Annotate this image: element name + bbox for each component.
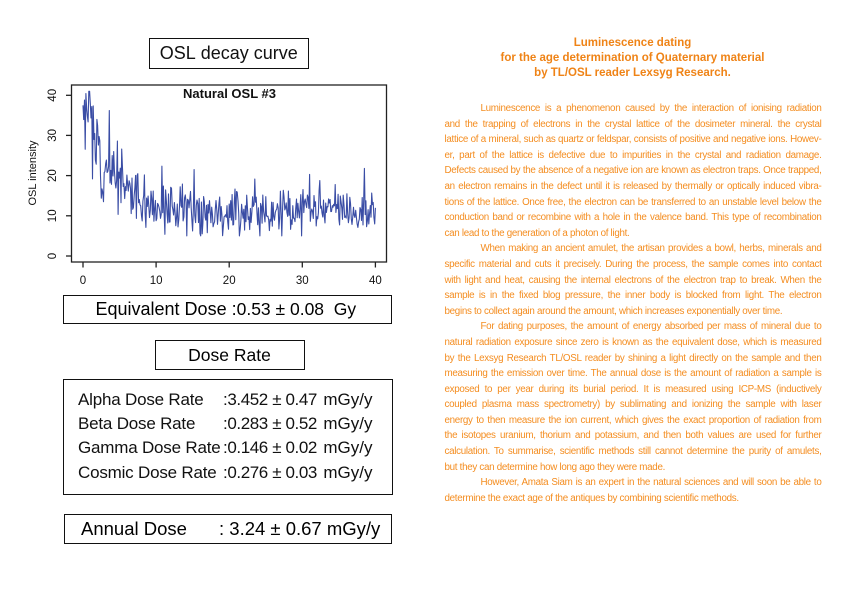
svg-text:30: 30: [47, 129, 59, 142]
svg-text:10: 10: [150, 275, 163, 287]
svg-text:0: 0: [47, 253, 59, 259]
svg-text:20: 20: [47, 169, 59, 182]
svg-text:20: 20: [223, 275, 236, 287]
svg-text:10: 10: [47, 209, 59, 222]
svg-text:40: 40: [369, 275, 382, 287]
svg-text:40: 40: [47, 89, 59, 102]
svg-text:Natural OSL #3: Natural OSL #3: [183, 86, 276, 101]
svg-text:30: 30: [296, 275, 309, 287]
svg-text:0: 0: [80, 275, 86, 287]
svg-text:OSL intensity: OSL intensity: [27, 140, 39, 206]
